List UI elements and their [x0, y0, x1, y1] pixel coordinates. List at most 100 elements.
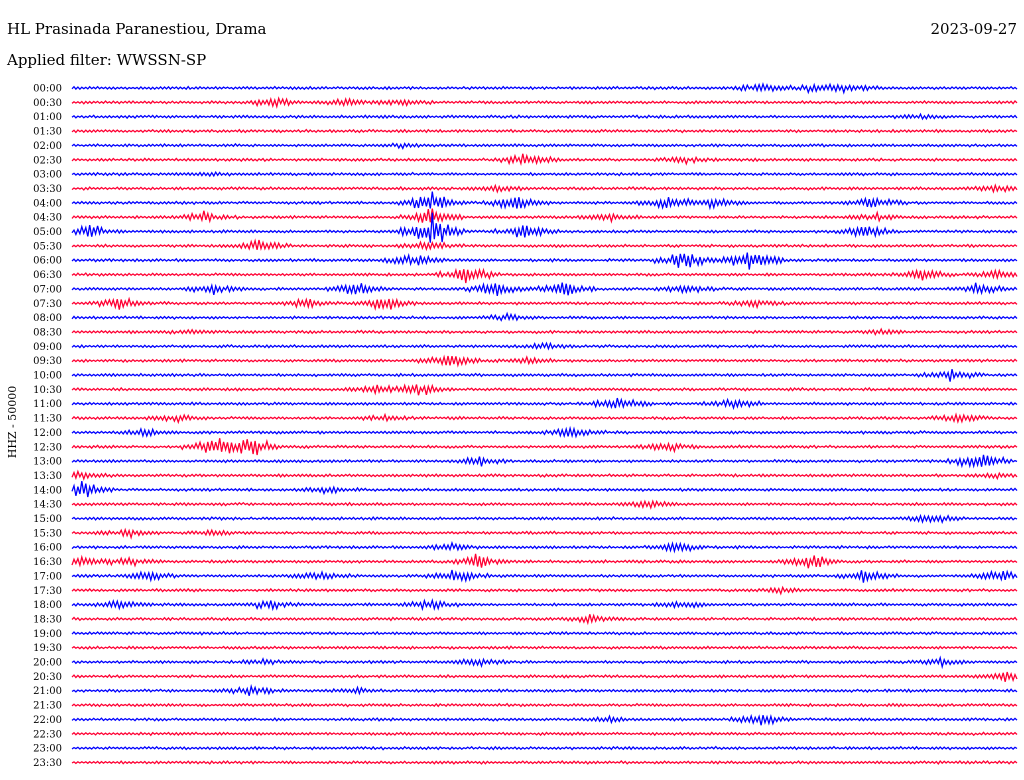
time-label-1530: 15:30: [33, 528, 62, 539]
time-label-1630: 16:30: [33, 557, 62, 568]
time-label-2230: 22:30: [33, 729, 62, 740]
time-label-0430: 04:30: [33, 213, 62, 224]
trace-2130: [71, 702, 1018, 708]
trace-0830: [71, 327, 1018, 337]
time-label-1700: 17:00: [33, 571, 62, 582]
trace-1900: [71, 630, 1018, 636]
trace-1100: [71, 397, 1018, 411]
trace-0700: [71, 281, 1018, 297]
time-label-0630: 06:30: [33, 270, 62, 281]
trace-1130: [71, 412, 1018, 425]
trace-1600: [71, 540, 1018, 554]
trace-1630: [71, 553, 1018, 569]
trace-0730: [71, 296, 1018, 311]
trace-1700: [71, 569, 1018, 584]
time-label-1300: 13:00: [33, 457, 62, 468]
time-label-1200: 12:00: [33, 428, 62, 439]
time-label-0030: 00:30: [33, 98, 62, 109]
trace-2200: [71, 713, 1018, 726]
trace-1530: [71, 527, 1018, 540]
trace-0200: [71, 142, 1018, 150]
time-label-1400: 14:00: [33, 485, 62, 496]
trace-1500: [71, 513, 1018, 525]
trace-0330: [71, 183, 1018, 194]
trace-0800: [71, 311, 1018, 322]
trace-0630: [71, 267, 1018, 284]
time-label-1500: 15:00: [33, 514, 62, 525]
time-label-0530: 05:30: [33, 241, 62, 252]
time-label-1730: 17:30: [33, 586, 62, 597]
trace-0600: [71, 252, 1018, 270]
trace-2230: [71, 731, 1018, 737]
time-label-2330: 23:30: [33, 758, 62, 769]
time-label-1600: 16:00: [33, 543, 62, 554]
trace-0300: [71, 170, 1018, 178]
time-label-2200: 22:00: [33, 715, 62, 726]
time-label-1900: 19:00: [33, 629, 62, 640]
time-label-0100: 01:00: [33, 112, 62, 123]
station-title: HL Prasinada Paranestiou, Drama: [7, 20, 267, 38]
trace-1400: [71, 480, 1018, 498]
time-label-2030: 20:30: [33, 672, 62, 683]
trace-1230: [71, 438, 1018, 456]
trace-2330: [71, 759, 1018, 765]
trace-1200: [71, 425, 1018, 439]
filter-label: Applied filter: WWSSN-SP: [7, 51, 207, 69]
trace-0900: [71, 341, 1018, 351]
time-label-1130: 11:30: [33, 414, 62, 425]
trace-2100: [71, 683, 1018, 696]
time-label-2000: 20:00: [33, 658, 62, 669]
time-label-1230: 12:30: [33, 442, 62, 453]
time-label-0200: 02:00: [33, 141, 62, 152]
trace-0530: [71, 238, 1018, 252]
trace-0030: [71, 96, 1018, 109]
time-label-0300: 03:00: [33, 170, 62, 181]
time-label-1330: 13:30: [33, 471, 62, 482]
trace-1300: [71, 454, 1018, 469]
time-label-0930: 09:30: [33, 356, 62, 367]
time-label-0700: 07:00: [33, 284, 62, 295]
trace-1430: [71, 499, 1018, 510]
time-label-0830: 08:30: [33, 327, 62, 338]
time-label-1930: 19:30: [33, 643, 62, 654]
time-label-1100: 11:00: [33, 399, 62, 410]
trace-1000: [71, 369, 1018, 382]
time-label-0400: 04:00: [33, 198, 62, 209]
trace-1800: [71, 597, 1018, 612]
trace-0230: [71, 153, 1018, 167]
time-label-0800: 08:00: [33, 313, 62, 324]
record-date: 2023-09-27: [930, 20, 1017, 38]
trace-0500: [71, 212, 1018, 243]
time-label-1000: 10:00: [33, 371, 62, 382]
trace-0930: [71, 354, 1018, 368]
time-label-2130: 21:30: [33, 701, 62, 712]
time-label-0230: 02:30: [33, 155, 62, 166]
trace-0400: [71, 191, 1018, 211]
trace-0000: [71, 81, 1018, 95]
time-label-0330: 03:30: [33, 184, 62, 195]
time-label-1830: 18:30: [33, 614, 62, 625]
time-label-0130: 01:30: [33, 127, 62, 138]
time-label-0500: 05:00: [33, 227, 62, 238]
time-label-0600: 06:00: [33, 256, 62, 267]
time-label-2300: 23:00: [33, 744, 62, 755]
time-label-1430: 14:30: [33, 500, 62, 511]
trace-1730: [71, 585, 1018, 596]
trace-1930: [71, 645, 1018, 651]
time-label-2100: 21:00: [33, 686, 62, 697]
trace-1330: [71, 469, 1018, 481]
trace-1830: [71, 613, 1018, 626]
trace-0430: [71, 208, 1018, 224]
trace-2000: [71, 655, 1018, 670]
time-label-0900: 09:00: [33, 342, 62, 353]
time-label-1800: 18:00: [33, 600, 62, 611]
trace-2300: [71, 745, 1018, 751]
time-label-1030: 10:30: [33, 385, 62, 396]
time-label-0000: 00:00: [33, 84, 62, 95]
time-label-0730: 07:30: [33, 299, 62, 310]
trace-0130: [71, 128, 1018, 134]
trace-0100: [71, 112, 1018, 121]
trace-2030: [71, 671, 1018, 683]
trace-1030: [71, 383, 1018, 396]
